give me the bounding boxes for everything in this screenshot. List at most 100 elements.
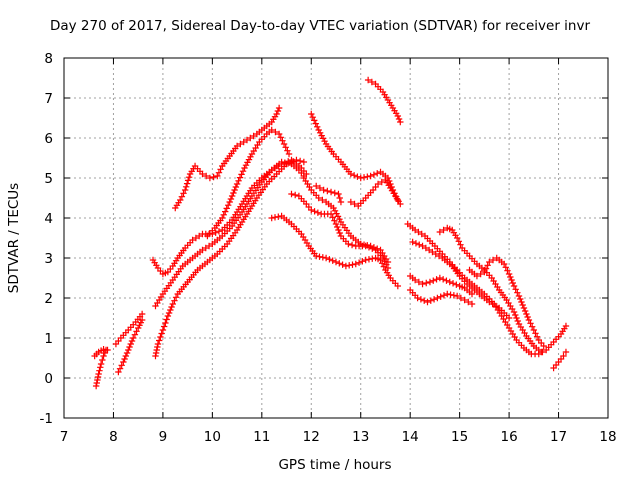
data-point-marker <box>513 314 520 322</box>
data-point-marker <box>220 211 227 218</box>
data-point-marker <box>351 200 358 208</box>
data-point-marker <box>164 312 172 320</box>
data-point-marker <box>457 241 464 248</box>
series-arc9 <box>204 126 293 240</box>
data-point-marker <box>182 183 190 190</box>
data-point-marker <box>422 244 430 252</box>
data-point-marker <box>202 172 210 180</box>
data-point-marker <box>360 241 368 248</box>
series-arc23 <box>550 348 570 372</box>
data-point-marker <box>165 309 173 317</box>
y-axis-label: SDTVAR / TECUs <box>6 182 22 294</box>
data-point-marker <box>446 278 453 286</box>
data-point-marker <box>347 170 355 178</box>
data-point-marker <box>192 234 200 242</box>
data-point-marker <box>189 236 196 244</box>
data-point-marker <box>329 214 336 221</box>
data-point-marker <box>521 307 529 315</box>
y-tick-label: 0 <box>44 371 53 387</box>
data-point-marker <box>245 156 253 163</box>
data-point-marker <box>348 241 356 249</box>
data-point-marker <box>378 178 385 186</box>
data-point-marker <box>519 301 526 309</box>
data-point-marker <box>333 210 340 217</box>
plot-frame <box>63 57 609 419</box>
data-point-marker <box>394 282 402 290</box>
data-point-marker <box>308 110 315 118</box>
data-point-marker <box>217 166 224 173</box>
data-point-marker <box>122 352 130 360</box>
data-point-marker <box>339 261 346 268</box>
data-point-marker <box>288 190 295 198</box>
data-point-marker <box>104 346 111 354</box>
data-point-marker <box>123 349 131 357</box>
series-arc19 <box>409 238 513 322</box>
data-point-marker <box>520 304 528 312</box>
data-point-marker <box>311 208 318 215</box>
data-point-marker <box>283 160 290 168</box>
series-arc16 <box>364 76 404 126</box>
data-point-marker <box>427 297 434 304</box>
data-point-marker <box>169 300 176 308</box>
data-point-marker <box>352 260 359 268</box>
data-point-marker <box>138 310 146 318</box>
data-point-marker <box>332 220 340 228</box>
data-point-marker <box>426 278 434 286</box>
data-point-marker <box>316 253 323 260</box>
data-point-marker <box>227 195 235 203</box>
x-tick-label: 7 <box>60 429 69 445</box>
data-point-marker <box>368 78 376 86</box>
data-point-marker <box>282 144 289 151</box>
data-point-marker <box>447 291 454 298</box>
data-point-marker <box>354 173 361 180</box>
data-point-marker <box>100 352 107 360</box>
data-point-marker <box>453 234 461 242</box>
data-point-marker <box>178 193 186 200</box>
series-arc21 <box>436 224 545 356</box>
x-tick-label: 14 <box>402 429 419 445</box>
data-point-marker <box>360 174 368 181</box>
data-point-marker <box>417 296 425 303</box>
data-point-marker <box>527 320 534 327</box>
data-point-marker <box>311 117 318 124</box>
data-point-marker <box>440 226 447 234</box>
data-point-marker <box>316 129 324 136</box>
data-point-marker <box>560 352 567 360</box>
data-point-marker <box>275 213 282 220</box>
data-point-marker <box>177 196 184 204</box>
data-point-marker <box>502 264 509 271</box>
data-point-marker <box>223 205 230 212</box>
data-point-marker <box>214 172 221 180</box>
data-point-marker <box>336 260 343 267</box>
series-arc6 <box>152 156 310 310</box>
data-point-marker <box>271 214 279 221</box>
data-point-marker <box>268 126 275 134</box>
data-point-marker <box>195 232 203 240</box>
data-point-marker <box>271 164 279 172</box>
data-point-marker <box>370 171 378 178</box>
data-point-marker <box>468 300 476 308</box>
data-point-marker <box>286 159 294 166</box>
x-tick-label: 11 <box>253 429 270 445</box>
y-tick-label: 5 <box>44 171 53 187</box>
data-point-marker <box>274 107 282 115</box>
data-point-marker <box>517 295 524 303</box>
y-tick-label: 3 <box>44 251 53 267</box>
data-point-marker <box>152 352 159 360</box>
data-point-marker <box>508 276 515 284</box>
data-point-marker <box>231 186 238 194</box>
data-point-marker <box>335 190 342 198</box>
data-point-marker <box>436 274 444 282</box>
data-point-marker <box>318 132 325 139</box>
data-point-marker <box>272 128 279 136</box>
data-point-marker <box>334 213 342 220</box>
data-point-marker <box>230 189 237 197</box>
data-point-marker <box>243 136 251 144</box>
data-point-marker <box>468 290 476 298</box>
data-point-marker <box>449 280 457 287</box>
data-point-marker <box>237 140 244 148</box>
data-point-marker <box>510 282 518 290</box>
data-point-marker <box>163 316 170 323</box>
data-point-marker <box>514 289 521 296</box>
